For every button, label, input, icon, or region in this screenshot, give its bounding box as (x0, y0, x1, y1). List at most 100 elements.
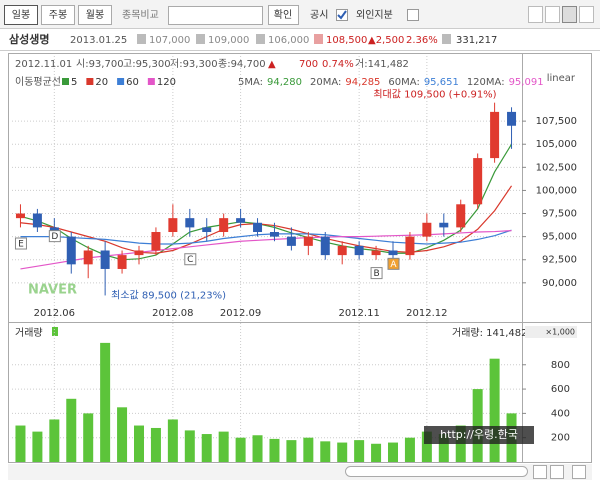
foreign-label: 외인지분 (356, 9, 393, 21)
volume-bar (201, 434, 212, 462)
pattern-label: C (187, 255, 193, 265)
quote-open: 107,000 (149, 35, 190, 46)
volume-bar (286, 440, 297, 462)
reset-button[interactable] (572, 465, 586, 479)
candle-body (83, 250, 93, 265)
button-label: 주봉 (49, 9, 67, 21)
scroll-thumb[interactable] (345, 466, 528, 477)
icon (256, 34, 265, 44)
legend-title: 이동평균선 (15, 76, 61, 88)
volume-readout: 거래량: 141,482 (452, 327, 528, 339)
candle-body (473, 158, 483, 205)
y-tick-label: 600 (551, 384, 570, 395)
candle-body (134, 250, 144, 256)
ma-readout: 95,091 (509, 77, 544, 88)
volume-bar (354, 440, 365, 462)
candle-body (151, 232, 161, 251)
y-tick-label: 800 (551, 360, 570, 371)
cursor-field: 고:95,300 (123, 59, 171, 70)
watermark-bg (424, 426, 534, 444)
button[interactable] (78, 5, 112, 25)
plot: 5 20 60 120 5MA: 94,280 20MA: 94,285 60MA: 95,651… (12, 56, 577, 462)
icon-button[interactable] (545, 6, 560, 23)
pattern-label: B (373, 269, 379, 279)
candle-body (185, 218, 195, 228)
legend-swatch (117, 78, 125, 85)
check-mark (337, 10, 347, 20)
ma-readout-label: 60MA: (388, 77, 419, 88)
volume-bar (421, 431, 432, 462)
button-label: 일봉 (12, 9, 30, 21)
volume-bar (83, 413, 94, 462)
icon (442, 34, 451, 44)
watermark: http://우령.한국 (440, 428, 518, 441)
cursor-change: ▲ (268, 59, 276, 70)
confirm-button[interactable] (268, 5, 299, 25)
candle-body (202, 227, 212, 233)
pattern-marker (184, 253, 197, 266)
y-tick-label: 105,000 (536, 139, 577, 150)
legend-label: 120 (157, 77, 176, 88)
y-tick-label: 92,500 (542, 255, 577, 266)
volume-bar (134, 425, 144, 462)
legend-label: 20 (95, 77, 108, 88)
pattern-marker (14, 237, 27, 250)
legend-swatch (62, 78, 69, 85)
ma-readout: 94,285 (345, 77, 380, 88)
pattern-label: E (18, 240, 24, 250)
x-tick-label: 2012.12 (406, 308, 447, 319)
search-input[interactable] (168, 6, 263, 25)
y-tick-label: 102,500 (536, 162, 577, 173)
zoom-button[interactable] (533, 465, 547, 479)
quote-change-pct: 2.36% (406, 35, 438, 46)
candle-body (456, 204, 466, 228)
cursor-date: 2012.11.01 (15, 59, 72, 70)
quote-date: 2013.01.25 (70, 35, 127, 46)
zoom-button[interactable] (550, 465, 564, 479)
candle-body (32, 213, 42, 228)
candle-body (507, 111, 517, 126)
legend-label: 5 (71, 77, 77, 88)
ma-readout: 94,280 (267, 77, 302, 88)
volume-bar (218, 431, 229, 462)
candle-body (490, 111, 500, 159)
volume-bar (32, 431, 43, 462)
cursor-field: 저:93,300 (170, 58, 218, 70)
candle-body (405, 236, 415, 256)
legend-swatch (147, 78, 155, 85)
quote-volume: 331,217 (456, 35, 497, 46)
pattern-marker (48, 230, 61, 243)
quote-high: 109,000 (208, 35, 249, 46)
y-tick-label: 400 (551, 408, 570, 419)
quote-low: 106,000 (268, 35, 309, 46)
unit-box (525, 326, 577, 338)
x-tick-label: 2012.11 (338, 308, 379, 319)
unit-label: ×1,000 (545, 328, 575, 337)
ma-readout-label: 120MA: (467, 77, 505, 88)
volume-bar (252, 435, 263, 462)
icon-button[interactable] (579, 6, 594, 23)
button[interactable] (41, 5, 75, 25)
volume-bar (150, 427, 161, 462)
volume-bar (167, 419, 178, 462)
checkbox[interactable] (407, 9, 419, 21)
scale-label: linear (547, 73, 576, 84)
icon-button[interactable] (528, 6, 543, 23)
button[interactable] (4, 5, 38, 25)
candle-body (320, 236, 330, 256)
icon-button[interactable] (562, 6, 577, 23)
stock-name: 삼성생명 (9, 32, 49, 46)
min-label: 최소값 89,500 (21,23%) (111, 289, 226, 301)
y-tick-label: 95,000 (542, 232, 577, 243)
watermark: NAVER (28, 283, 77, 298)
volume-bar (337, 442, 348, 462)
pattern-label: A (390, 260, 397, 270)
y-tick-label: 97,500 (542, 209, 577, 220)
candle-body (422, 222, 432, 237)
marker (52, 327, 58, 336)
volume-bar (388, 442, 398, 462)
icon (314, 34, 323, 44)
volume-title: 거래량 (15, 327, 43, 339)
